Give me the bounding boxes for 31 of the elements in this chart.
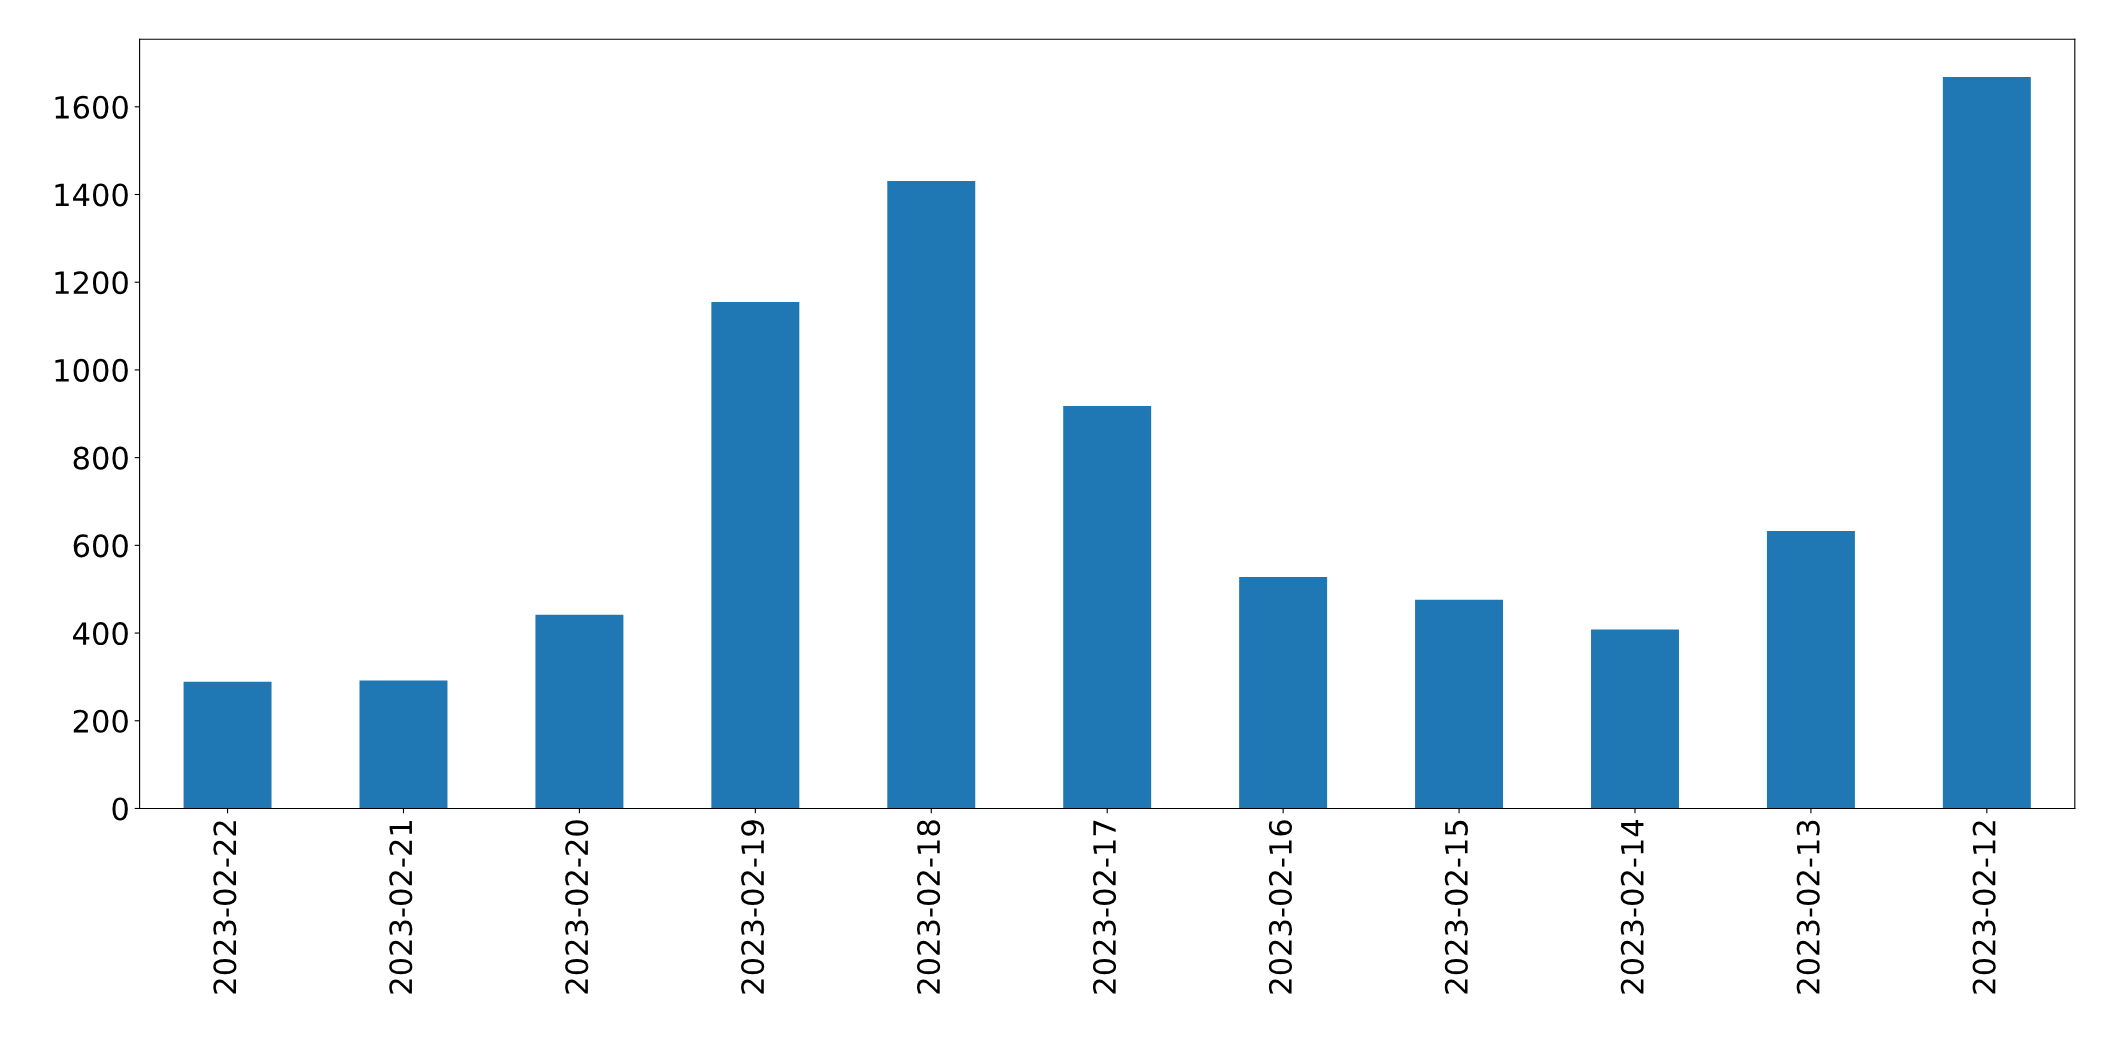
bar	[1239, 576, 1328, 809]
y-tick-label: 0	[112, 797, 128, 821]
bar	[711, 301, 800, 809]
bar	[1591, 629, 1679, 809]
x-tick-label: 2023-02-22	[213, 821, 237, 994]
bar	[1942, 76, 2031, 809]
x-tick-label: 2023-02-21	[389, 821, 413, 994]
bar	[887, 180, 976, 809]
bar	[535, 614, 624, 809]
x-tick-label: 2023-02-20	[565, 820, 589, 994]
bar	[1063, 405, 1152, 809]
bar	[1415, 599, 1504, 809]
y-tick-label: 1200	[55, 271, 128, 295]
x-tick-label: 2023-02-12	[1972, 821, 1996, 994]
x-tick-label: 2023-02-18	[917, 820, 941, 994]
bar	[359, 680, 448, 809]
bar	[183, 681, 272, 809]
y-tick-label: 1600	[55, 95, 128, 119]
y-tick-label: 800	[73, 446, 128, 470]
y-tick-label: 600	[73, 534, 128, 558]
y-tick-label: 200	[73, 709, 128, 733]
x-tick-label: 2023-02-17	[1092, 820, 1117, 994]
x-tick-label: 2023-02-19	[741, 820, 765, 994]
x-tick-label: 2023-02-14	[1620, 819, 1644, 994]
x-tick-label: 2023-02-16	[1268, 820, 1292, 994]
y-tick-label: 1400	[55, 183, 128, 207]
bar	[1766, 530, 1855, 809]
x-tick-label: 2023-02-15	[1444, 820, 1468, 994]
y-tick-label: 400	[73, 621, 128, 646]
x-tick-label: 2023-02-13	[1796, 820, 1820, 994]
y-tick-label: 1000	[55, 358, 128, 382]
